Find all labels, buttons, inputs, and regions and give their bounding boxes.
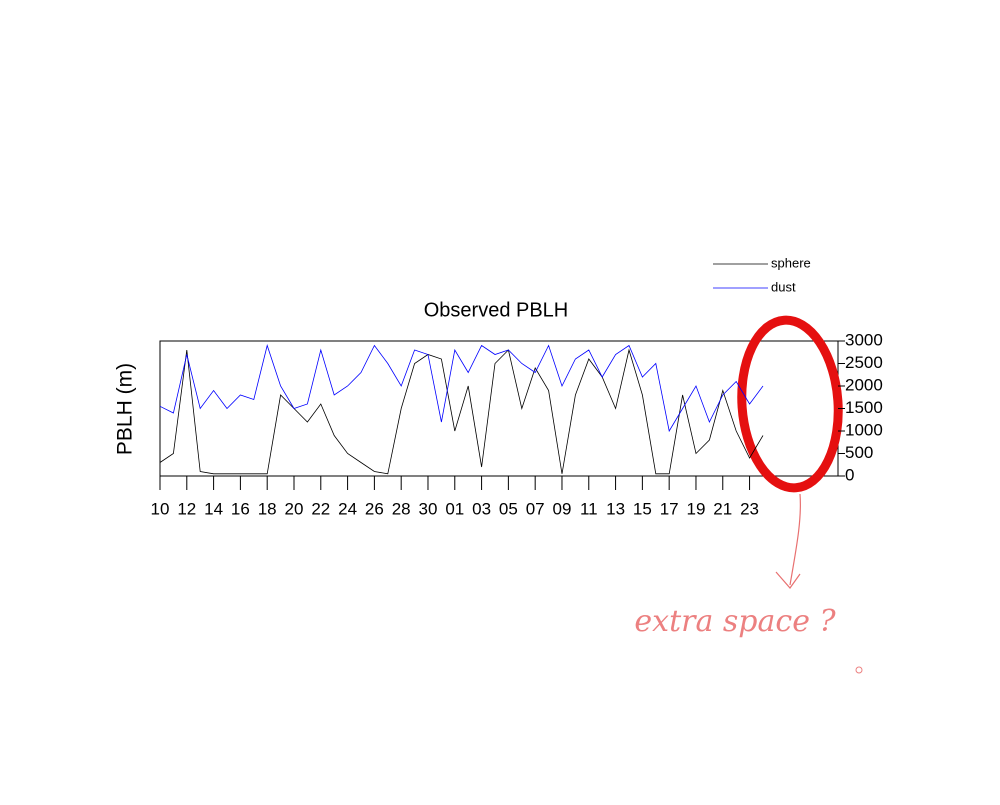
x-tick-label: 17 — [660, 499, 679, 518]
y-tick-label: 2500 — [845, 353, 883, 372]
x-tick-label: 03 — [472, 499, 491, 518]
annotation-text: extra space ? — [634, 604, 836, 639]
x-tick-label: 28 — [392, 499, 411, 518]
x-tick-label: 07 — [526, 499, 545, 518]
x-tick-label: 01 — [445, 499, 464, 518]
y-axis-label: PBLH (m) — [114, 363, 137, 455]
x-tick-label: 16 — [231, 499, 250, 518]
x-tick-label: 22 — [311, 499, 330, 518]
x-tick-label: 05 — [499, 499, 518, 518]
x-tick-label: 20 — [285, 499, 304, 518]
y-tick-label: 1000 — [845, 420, 883, 439]
y-tick-label: 1500 — [845, 398, 883, 417]
y-tick-label: 500 — [845, 443, 873, 462]
y-tick-label: 0 — [845, 465, 854, 484]
x-tick-label: 15 — [633, 499, 652, 518]
x-tick-label: 14 — [204, 499, 223, 518]
x-tick-label: 23 — [740, 499, 759, 518]
x-tick-label: 18 — [258, 499, 277, 518]
x-tick-label: 10 — [151, 499, 170, 518]
series-line — [159, 344, 764, 433]
x-tick-label: 24 — [338, 499, 357, 518]
x-tick-label: 19 — [687, 499, 706, 518]
annotation-dot — [855, 666, 863, 674]
series-line — [159, 348, 764, 475]
x-tick-label: 30 — [419, 499, 438, 518]
annotation-arrow — [775, 493, 801, 589]
x-tick-label: 21 — [713, 499, 732, 518]
x-tick-label: 09 — [553, 499, 572, 518]
y-tick-label: 2000 — [845, 375, 883, 394]
y-tick-label: 3000 — [845, 330, 883, 349]
chart-title: Observed PBLH — [424, 299, 569, 321]
legend-label: sphere — [771, 255, 811, 270]
annotation-circle — [737, 315, 843, 493]
x-tick-label: 11 — [580, 499, 598, 518]
x-tick-label: 13 — [606, 499, 625, 518]
x-tick-label: 26 — [365, 499, 384, 518]
legend-label: dust — [771, 279, 796, 294]
x-tick-label: 12 — [177, 499, 196, 518]
